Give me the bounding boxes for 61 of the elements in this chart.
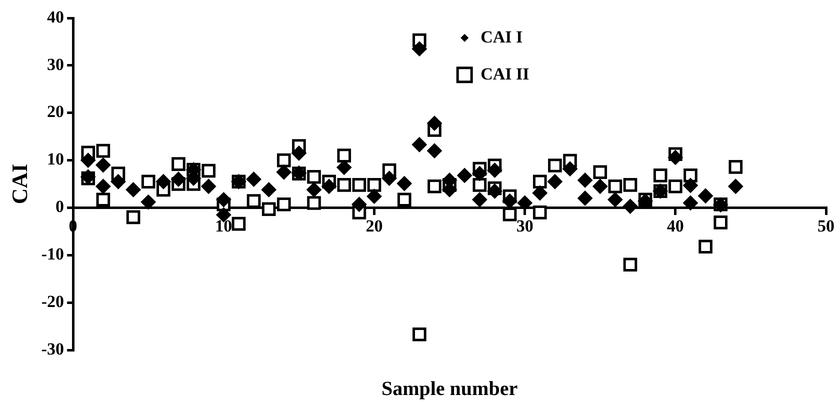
point — [682, 195, 698, 210]
point — [487, 162, 502, 178]
y-tick-label: 0 — [56, 197, 64, 216]
y-tick-label: 40 — [47, 7, 64, 26]
point — [306, 182, 322, 198]
point — [276, 164, 292, 180]
point — [396, 176, 412, 192]
point — [426, 143, 442, 158]
point — [201, 178, 216, 194]
point — [352, 196, 367, 212]
point — [322, 178, 337, 194]
legend-label: CAI I — [480, 27, 524, 46]
point — [80, 152, 96, 168]
point — [622, 198, 638, 214]
y-tick-label: -30 — [41, 339, 64, 358]
point — [608, 192, 623, 208]
point — [517, 195, 532, 210]
point — [426, 116, 442, 131]
point — [246, 172, 262, 187]
point — [412, 137, 427, 152]
y-tick-label: -20 — [41, 292, 64, 311]
point — [412, 41, 427, 56]
x-tick-label: 50 — [818, 216, 834, 236]
point — [96, 158, 111, 173]
legend-label: CAI II — [480, 64, 530, 84]
point — [562, 161, 578, 176]
x-tick-label: 30 — [516, 216, 534, 236]
point — [170, 172, 186, 187]
point — [156, 174, 171, 190]
point — [291, 146, 306, 161]
y-tick-label: 30 — [47, 54, 64, 74]
point — [216, 192, 232, 208]
point — [96, 178, 111, 194]
point — [547, 174, 562, 190]
point — [682, 178, 698, 193]
point — [261, 182, 276, 198]
x-tick-label: 40 — [666, 216, 684, 236]
point — [140, 194, 156, 210]
point — [472, 192, 488, 208]
point — [728, 178, 744, 194]
point — [698, 188, 714, 204]
point — [336, 160, 352, 175]
point — [532, 186, 548, 201]
point — [578, 190, 593, 206]
point — [487, 184, 502, 199]
point — [382, 170, 397, 186]
point — [578, 172, 593, 188]
y-tick-label: 20 — [47, 102, 64, 122]
x-axis-title: Sample number — [381, 378, 518, 400]
point — [457, 168, 472, 183]
x-tick-label: 20 — [366, 216, 383, 236]
y-axis-title: CAI — [6, 164, 32, 204]
point — [668, 150, 683, 165]
x-tick-label: 10 — [215, 216, 232, 236]
point — [366, 188, 382, 204]
point — [126, 182, 141, 198]
point — [110, 174, 126, 190]
point — [472, 166, 488, 182]
point — [592, 178, 608, 194]
y-tick-label: -10 — [41, 244, 64, 264]
y-tick-label: 10 — [47, 150, 64, 169]
